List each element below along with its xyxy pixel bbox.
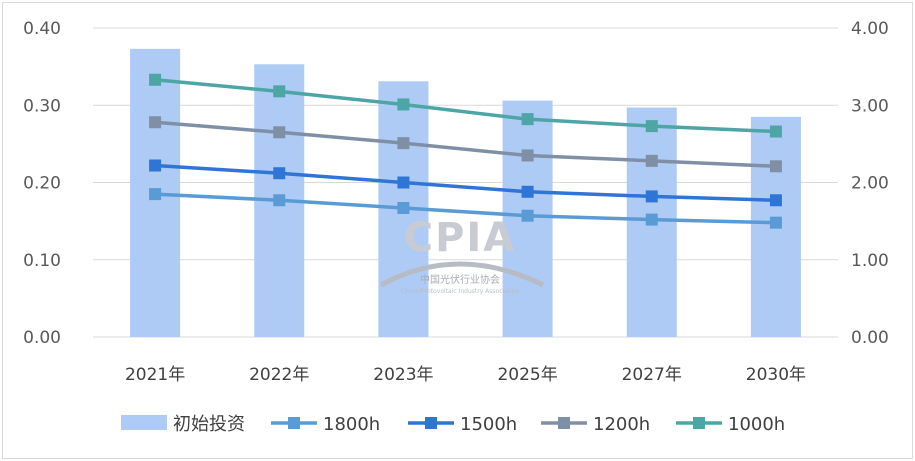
series-line-1800h [154,192,776,225]
right-axis-ticks: 0.00 1.00 2.00 3.00 4.00 [851,19,889,348]
left-tick-label: 0.10 [23,251,61,271]
series-line-1500h [154,163,776,203]
category-label: 2030年 [746,365,806,385]
legend-swatch-initial-investment [121,415,167,430]
series-point-1500h [521,185,534,198]
category-label: 2027年 [622,365,682,385]
right-tick-label: 2.00 [851,174,889,194]
watermark-arc [379,261,545,288]
chart-svg: CPIA 中国光伏行业协会 China Photovoltaic Industr… [23,19,889,435]
left-tick-label: 0.30 [23,96,61,116]
series-point-1800h [273,194,286,207]
category-labels: 2021年 2022年 2023年 2025年 2027年 2030年 [125,365,806,385]
series-point-1200h [273,126,286,139]
series-point-1200h [521,149,534,162]
right-tick-label: 4.00 [851,19,889,39]
series-point-1500h [645,190,658,203]
legend-swatch-marker-1000h [693,417,705,429]
series-point-1000h [769,125,782,138]
watermark-logo-text: CPIA [404,215,517,261]
series-point-1200h [769,160,782,173]
legend-swatch-marker-1200h [558,417,570,429]
series-point-1800h [645,213,658,226]
series-point-1000h [521,113,534,126]
series-point-1500h [397,176,410,189]
left-tick-label: 0.00 [23,328,61,348]
category-label: 2021年 [125,365,185,385]
left-tick-label: 0.40 [23,19,61,39]
right-tick-label: 0.00 [851,328,889,348]
series-point-1800h [769,216,782,229]
series-line-1000h [154,78,776,134]
right-tick-label: 3.00 [851,96,889,116]
series-point-1800h [397,201,410,214]
lines [149,73,782,229]
legend-label: 1200h [593,414,650,435]
legend-label: 初始投资 [173,414,245,435]
left-tick-label: 0.20 [23,174,61,194]
right-tick-label: 1.00 [851,251,889,271]
legend-label: 1800h [323,414,380,435]
series-point-1000h [645,120,658,133]
series-point-1200h [149,116,162,129]
category-label: 2025年 [497,365,557,385]
category-label: 2023年 [373,365,433,385]
series-point-1800h [149,188,162,201]
series-point-1800h [521,209,534,222]
series-line-1200h [154,120,776,169]
gridlines [93,27,838,338]
left-axis-ticks: 0.00 0.10 0.20 0.30 0.40 [23,19,61,348]
category-label: 2022年 [249,365,309,385]
series-point-1000h [273,85,286,98]
legend-label: 1500h [460,414,517,435]
legend-swatch-marker-1800h [288,417,300,429]
watermark-subtitle-en: China Photovoltaic Industry Association [401,288,520,295]
legend-swatch-marker-1500h [425,417,437,429]
series-point-1500h [149,159,162,172]
legend: 初始投资 1800h 1500h 1200h 1000h [121,414,785,435]
series-point-1000h [149,73,162,86]
watermark-subtitle: 中国光伏行业协会 [420,273,500,286]
cpia-watermark: CPIA 中国光伏行业协会 China Photovoltaic Industr… [379,215,545,295]
series-point-1000h [397,98,410,111]
series-point-1500h [273,167,286,180]
series-point-1200h [397,137,410,150]
legend-label: 1000h [728,414,785,435]
series-point-1500h [769,194,782,207]
series-point-1200h [645,154,658,167]
